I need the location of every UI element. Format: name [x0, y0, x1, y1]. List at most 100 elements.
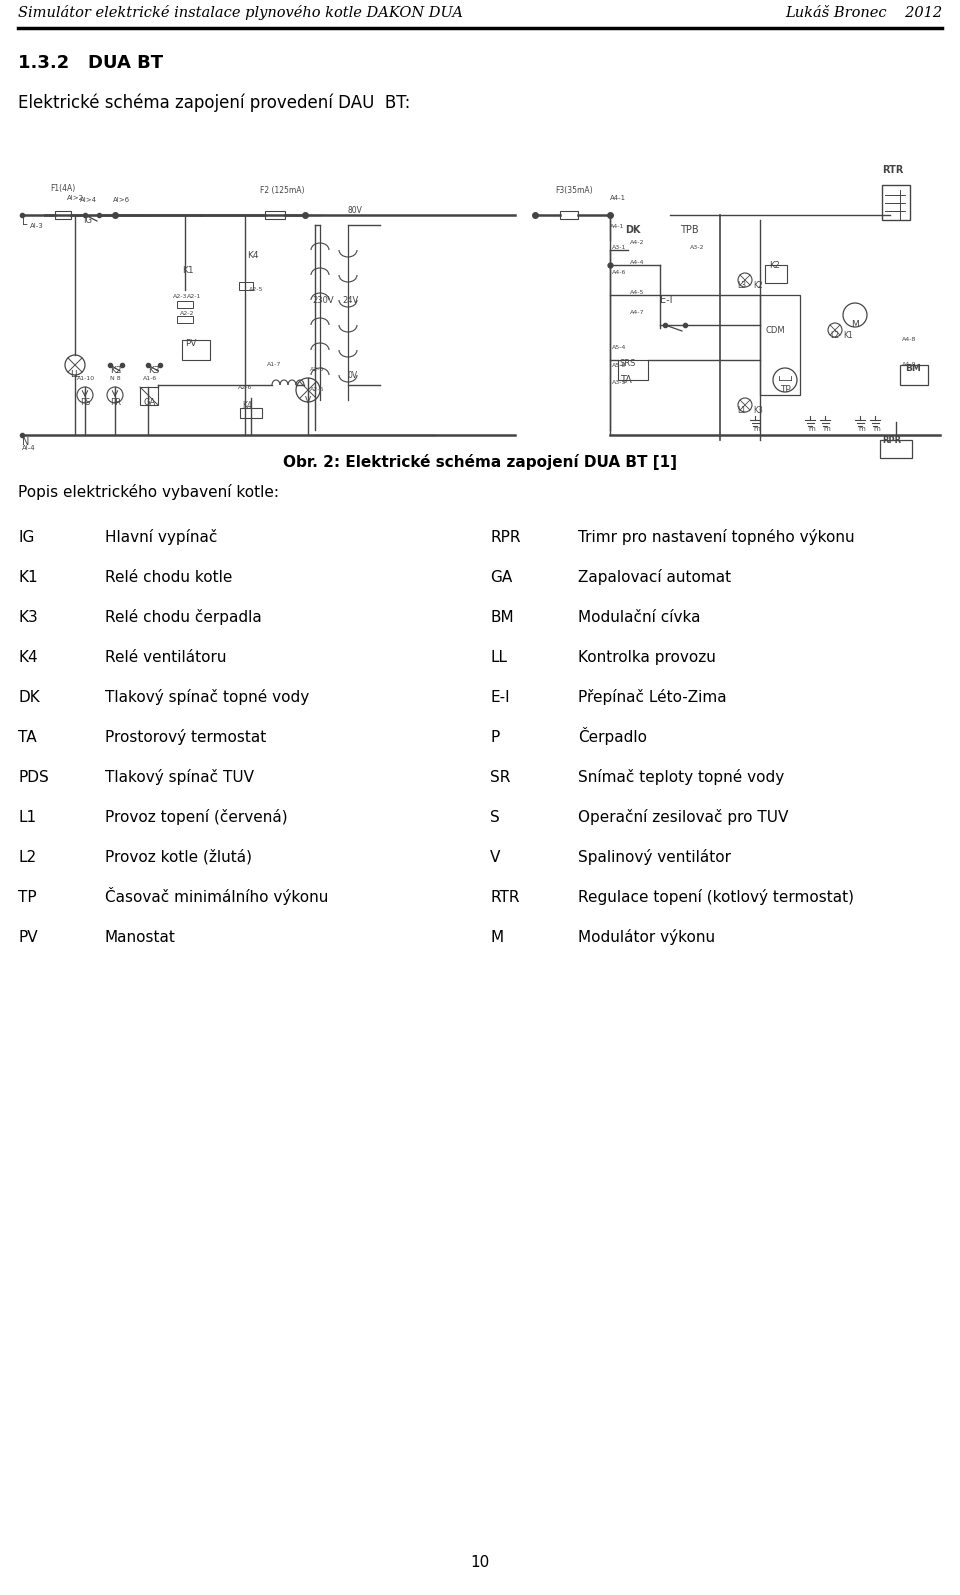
Text: K2: K2	[110, 365, 122, 375]
Text: Modulační cívka: Modulační cívka	[578, 609, 701, 625]
Text: A4-1: A4-1	[610, 195, 626, 201]
Text: PDS: PDS	[18, 770, 49, 785]
Text: m: m	[808, 426, 815, 432]
Text: PV: PV	[185, 340, 197, 348]
Text: Zapalovací automat: Zapalovací automat	[578, 569, 732, 585]
Text: LL: LL	[70, 370, 80, 380]
Text: K3: K3	[753, 407, 763, 415]
Text: Prostorový termostat: Prostorový termostat	[105, 729, 266, 745]
Text: K1: K1	[18, 569, 37, 585]
Text: A2-6: A2-6	[310, 388, 324, 392]
Circle shape	[738, 399, 752, 412]
Bar	[880, 440, 912, 458]
Text: 230V: 230V	[312, 297, 334, 305]
Text: A2-2: A2-2	[180, 311, 195, 316]
Text: F1(4A): F1(4A)	[50, 183, 75, 193]
Text: A2-3: A2-3	[173, 293, 187, 298]
Text: A4-7: A4-7	[630, 309, 644, 314]
Text: AI>4: AI>4	[80, 198, 97, 203]
Text: AI>2: AI>2	[67, 195, 84, 201]
Text: TP: TP	[18, 890, 36, 904]
Circle shape	[77, 388, 93, 404]
Text: AI>6: AI>6	[113, 198, 131, 203]
Circle shape	[65, 356, 85, 375]
Text: RPR: RPR	[490, 530, 520, 545]
Text: AI-4: AI-4	[22, 445, 36, 451]
Text: Operační zesilovač pro TUV: Operační zesilovač pro TUV	[578, 809, 788, 825]
Text: DK: DK	[625, 225, 640, 234]
Text: RPR: RPR	[882, 435, 901, 445]
Text: RTR: RTR	[882, 164, 903, 175]
Text: L3: L3	[737, 281, 746, 290]
Text: DK: DK	[18, 691, 39, 705]
Text: 1.3.2   DUA BT: 1.3.2 DUA BT	[18, 54, 163, 72]
Text: A2-5: A2-5	[249, 287, 263, 292]
Text: A4-6: A4-6	[612, 270, 626, 274]
Text: V: V	[490, 850, 500, 864]
Text: A4-9: A4-9	[902, 362, 917, 367]
Text: Modulátor výkonu: Modulátor výkonu	[578, 928, 715, 944]
Text: m: m	[823, 426, 829, 432]
Text: Čerpadlo: Čerpadlo	[578, 727, 647, 745]
Text: S: S	[490, 810, 500, 825]
Text: A5-4: A5-4	[612, 345, 626, 349]
Bar	[265, 211, 285, 219]
Text: A4-1: A4-1	[610, 223, 624, 230]
Text: A5-6: A5-6	[612, 364, 626, 368]
Text: TA: TA	[18, 731, 36, 745]
Text: Provoz kotle (žlutá): Provoz kotle (žlutá)	[105, 850, 252, 864]
Bar	[560, 211, 578, 219]
Circle shape	[296, 378, 320, 402]
Text: Simulátor elektrické instalace plynového kotle DAKON DUA: Simulátor elektrické instalace plynového…	[18, 5, 463, 21]
Text: Obr. 2: Elektrické schéma zapojení DUA BT [1]: Obr. 2: Elektrické schéma zapojení DUA B…	[283, 455, 677, 471]
Text: A2-6: A2-6	[238, 384, 252, 391]
Text: Regulace topení (kotlový termostat): Regulace topení (kotlový termostat)	[578, 888, 854, 904]
Text: K4: K4	[18, 651, 37, 665]
Text: A2-5: A2-5	[310, 367, 324, 372]
Text: A1-6: A1-6	[143, 376, 157, 381]
Text: Trimr pro nastavení topného výkonu: Trimr pro nastavení topného výkonu	[578, 530, 854, 545]
Text: m: m	[873, 426, 879, 432]
Bar	[765, 265, 787, 282]
Text: PR: PR	[110, 399, 121, 407]
Text: Relé chodu čerpadla: Relé chodu čerpadla	[105, 609, 262, 625]
Text: 24V: 24V	[342, 297, 358, 305]
Text: A4-4: A4-4	[630, 260, 644, 265]
Text: Tlakový spínač TUV: Tlakový spínač TUV	[105, 769, 254, 785]
Bar	[177, 316, 193, 324]
Text: A3-1: A3-1	[612, 246, 626, 250]
Text: A4-5: A4-5	[630, 290, 644, 295]
Text: A3-2: A3-2	[690, 246, 705, 250]
Text: GA: GA	[143, 399, 156, 407]
Text: K2: K2	[769, 262, 780, 270]
Text: L1: L1	[737, 407, 746, 415]
Text: GA: GA	[490, 569, 513, 585]
Text: TP: TP	[780, 384, 791, 394]
Text: P: P	[490, 731, 499, 745]
Bar	[177, 301, 193, 308]
Text: K3: K3	[148, 365, 159, 375]
Text: SR: SR	[490, 770, 511, 785]
Text: L1: L1	[18, 810, 36, 825]
Text: AI-3: AI-3	[30, 223, 44, 230]
Circle shape	[843, 303, 867, 327]
Text: PV: PV	[18, 930, 37, 944]
Text: A1-10: A1-10	[77, 376, 95, 381]
Bar	[55, 211, 71, 219]
Text: N: N	[22, 437, 30, 447]
Text: A1-7: A1-7	[267, 362, 281, 367]
Circle shape	[107, 388, 123, 404]
Text: TPB: TPB	[680, 225, 699, 234]
Text: Časovač minimálního výkonu: Časovač minimálního výkonu	[105, 887, 328, 904]
Bar	[140, 388, 158, 405]
Text: Relé ventilátoru: Relé ventilátoru	[105, 651, 227, 665]
Text: TA: TA	[620, 375, 632, 384]
Circle shape	[773, 368, 797, 392]
Text: Spalinový ventilátor: Spalinový ventilátor	[578, 849, 731, 864]
Bar	[882, 185, 910, 220]
Bar	[182, 340, 210, 360]
Text: Provoz topení (červená): Provoz topení (červená)	[105, 809, 288, 825]
Text: F3(35mA): F3(35mA)	[555, 187, 592, 195]
Text: Kontrolka provozu: Kontrolka provozu	[578, 651, 716, 665]
Text: M: M	[490, 930, 503, 944]
